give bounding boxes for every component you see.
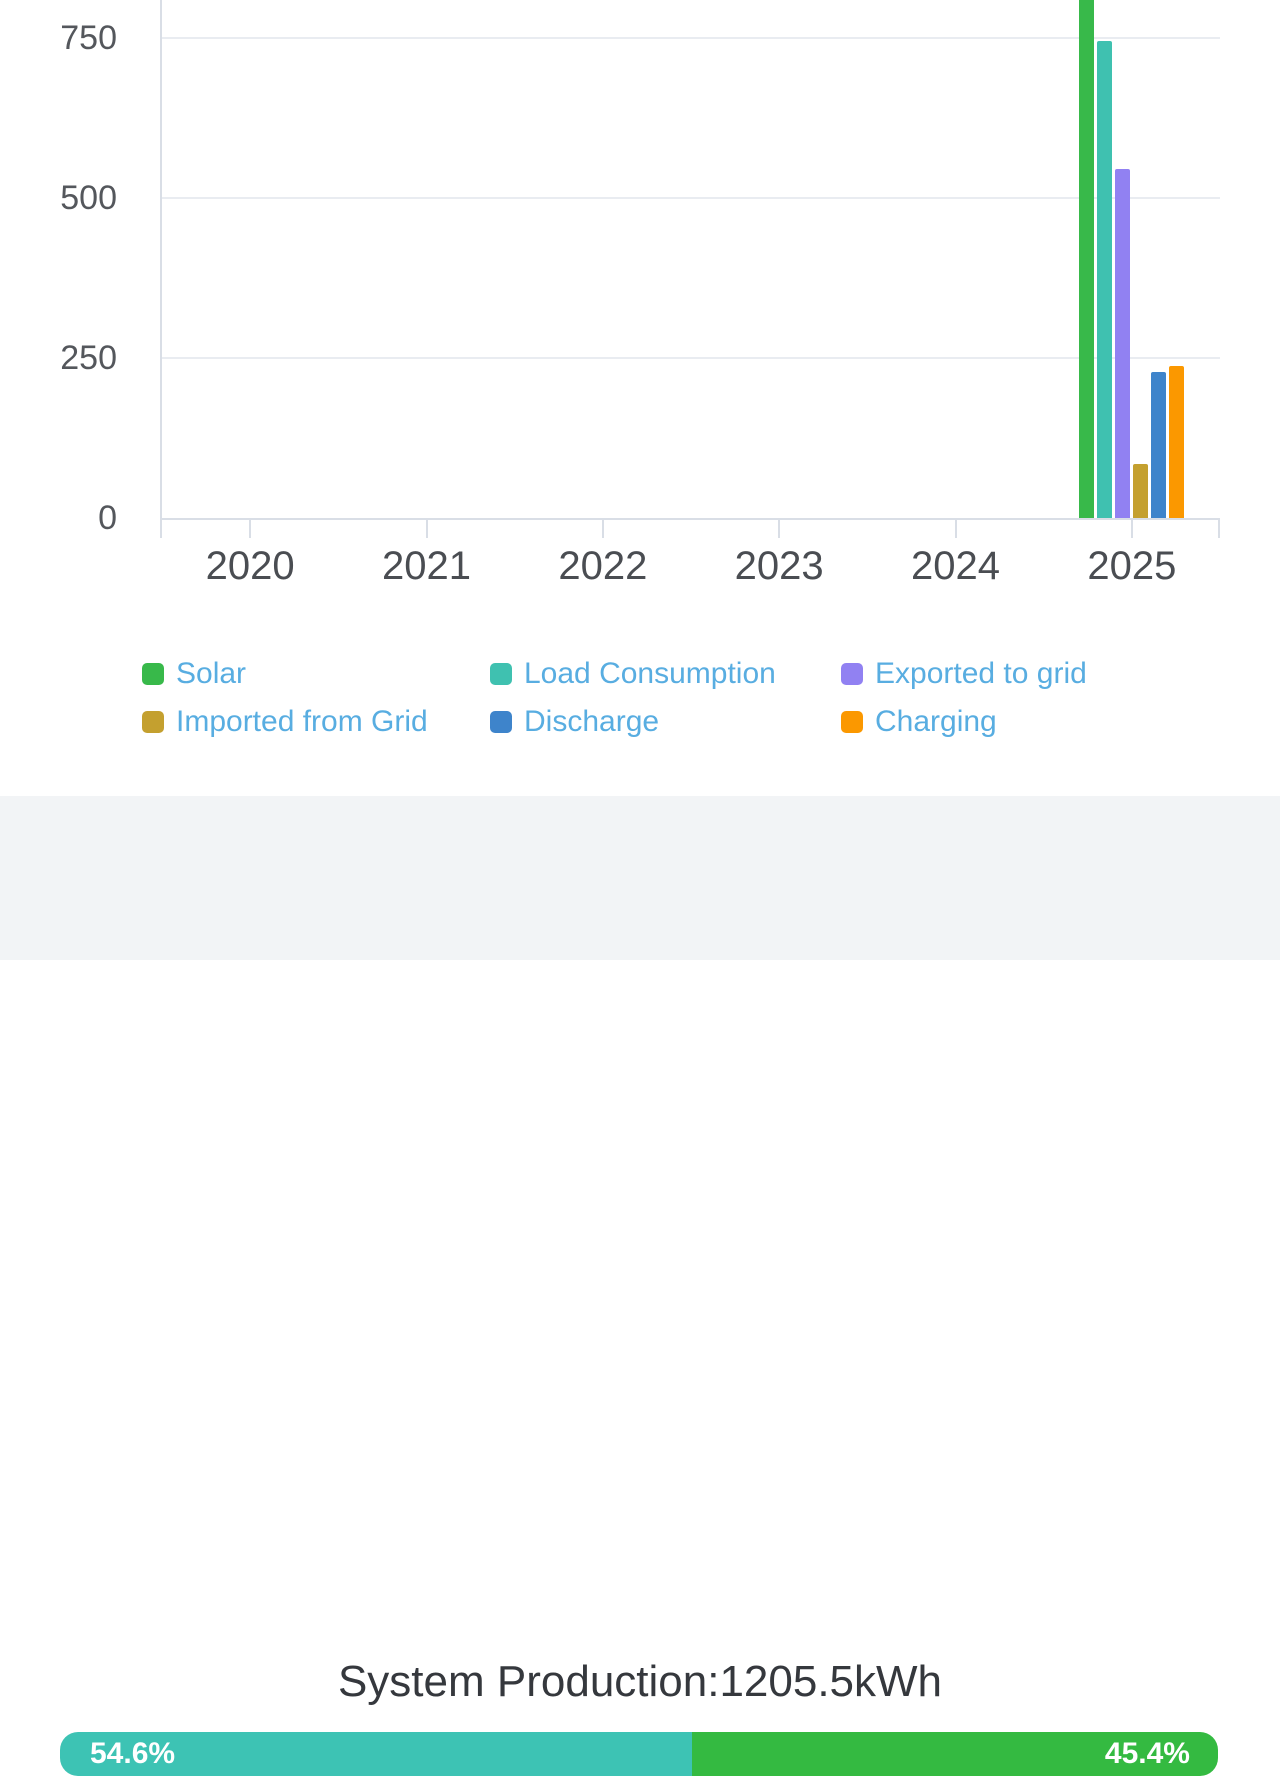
legend-item-charging[interactable]: Charging (841, 698, 1142, 746)
bar-2025-exported-to-grid[interactable] (1115, 169, 1131, 518)
bar-2025-charging[interactable] (1169, 365, 1185, 518)
legend-label: Load Consumption (524, 657, 776, 690)
x-axis-tick-3 (601, 518, 604, 538)
legend-item-discharge[interactable]: Discharge (490, 698, 841, 746)
production-progress-bar: 54.6% 45.4% (60, 1732, 1218, 1776)
gridline-250 (162, 357, 1220, 359)
bar-2025-load-consumption[interactable] (1097, 41, 1113, 518)
bar-2025-discharge[interactable] (1151, 372, 1167, 518)
progress-right-label: 45.4% (1104, 1737, 1190, 1770)
legend-label: Imported from Grid (176, 705, 428, 738)
y-axis-label-500: 500 (60, 179, 117, 217)
legend-label: Solar (176, 657, 247, 690)
x-axis-tick-7 (1218, 518, 1220, 538)
x-axis-tick-5 (954, 518, 957, 538)
legend-item-solar[interactable]: Solar (142, 650, 490, 698)
y-axis-line (160, 0, 162, 520)
chart-legend: Solar Load Consumption Exported to grid Imp… (142, 650, 1142, 746)
x-axis-label-2021: 2021 (382, 544, 471, 588)
legend-label: Charging (875, 705, 997, 738)
progress-segment-right: 45.4% (692, 1732, 1218, 1776)
x-axis-tick-4 (778, 518, 781, 538)
progress-left-label: 54.6% (90, 1737, 176, 1770)
x-axis-line (160, 518, 1220, 520)
x-axis-tick-0 (160, 518, 162, 538)
yearly-energy-chart: 0 250 500 750 2020 2021 2022 2023 2024 2025 Solar… (0, 0, 1280, 796)
legend-swatch-icon (490, 663, 512, 685)
x-axis-tick-2 (425, 518, 428, 538)
gridline-500 (162, 197, 1220, 199)
system-production-panel: System Production:1205.5kWh 54.6% 45.4% (0, 796, 1280, 1776)
progress-segment-left: 54.6% (60, 1732, 693, 1776)
gridline-750 (162, 37, 1220, 39)
legend-swatch-icon (841, 711, 863, 733)
legend-swatch-icon (142, 711, 164, 733)
legend-item-load-consumption[interactable]: Load Consumption (490, 650, 841, 698)
x-axis-label-2023: 2023 (734, 544, 824, 588)
x-axis-label-2020: 2020 (205, 544, 295, 588)
legend-item-exported-to-grid[interactable]: Exported to grid (841, 650, 1142, 698)
y-axis-label-750: 750 (60, 19, 117, 57)
plot-area (0, 0, 1280, 518)
bar-2025-solar[interactable] (1079, 0, 1095, 518)
x-axis-tick-1 (249, 518, 252, 538)
x-axis-label-2025: 2025 (1087, 544, 1177, 588)
legend-label: Exported to grid (875, 657, 1087, 690)
x-axis-label-2022: 2022 (558, 544, 648, 588)
legend-swatch-icon (490, 711, 512, 733)
x-axis-tick-6 (1130, 518, 1133, 538)
x-axis-label-2024: 2024 (911, 544, 1000, 588)
legend-item-imported-from-grid[interactable]: Imported from Grid (142, 698, 490, 746)
legend-label: Discharge (524, 705, 660, 738)
bar-2025-imported-from-grid[interactable] (1133, 464, 1149, 518)
y-axis-label-250: 250 (60, 339, 117, 377)
y-axis-label-0: 0 (98, 499, 117, 537)
legend-swatch-icon (142, 663, 164, 685)
legend-swatch-icon (841, 663, 863, 685)
system-production-title: System Production:1205.5kWh (337, 1657, 943, 1706)
